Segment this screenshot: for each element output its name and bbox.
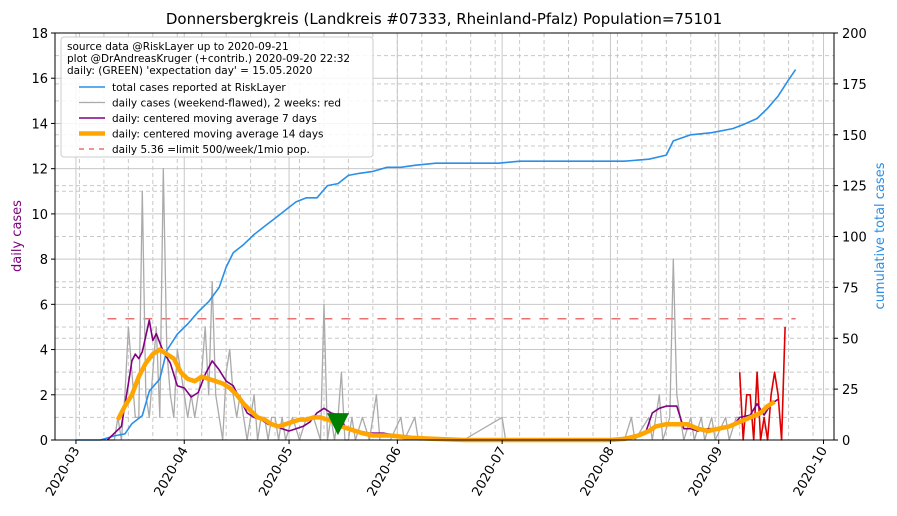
chart-title: Donnersbergkreis (Landkreis #07333, Rhei… bbox=[166, 10, 722, 28]
ylabel-right: cumulative total cases bbox=[873, 162, 888, 309]
right-tick-label-7: 175 bbox=[842, 78, 867, 93]
left-axis: 0 2 4 6 8 10 12 14 16 18 bbox=[31, 27, 55, 449]
ma14-series bbox=[115, 347, 776, 443]
ylabel-left: daily cases bbox=[10, 200, 25, 272]
legend-header-3: daily: (GREEN) 'expectation day' = 15.05… bbox=[67, 65, 312, 77]
legend-label-0: total cases reported at RiskLayer bbox=[112, 82, 286, 94]
right-tick-label-5: 125 bbox=[842, 180, 867, 195]
ma7-series bbox=[106, 319, 779, 441]
x-tick-label-5: 2020-08 bbox=[578, 445, 618, 500]
left-tick-label-9: 18 bbox=[31, 27, 48, 42]
legend-box bbox=[60, 36, 374, 158]
left-tick-label-7: 14 bbox=[31, 117, 48, 132]
expectation-marker bbox=[326, 413, 349, 436]
right-tick-label-3: 75 bbox=[842, 281, 859, 296]
left-tick-label-6: 12 bbox=[31, 163, 48, 178]
legend: source data @RiskLayer up to 2020-09-21 … bbox=[60, 36, 374, 158]
total-cases-line bbox=[76, 69, 797, 441]
left-tick-label-5: 10 bbox=[31, 208, 48, 223]
legend-header-1: source data @RiskLayer up to 2020-09-21 bbox=[67, 41, 289, 53]
expectation-marker-triangle bbox=[326, 413, 349, 436]
x-axis: 2020-03 2020-04 2020-05 2020-06 2020-07 2020-… bbox=[43, 440, 831, 499]
left-tick-label-4: 8 bbox=[40, 253, 48, 268]
ma14-line bbox=[115, 347, 776, 443]
left-tick-label-8: 16 bbox=[31, 72, 48, 87]
legend-label-3: daily: centered moving average 14 days bbox=[112, 129, 324, 141]
right-tick-label-2: 50 bbox=[842, 332, 859, 347]
left-tick-label-0: 0 bbox=[40, 434, 48, 449]
left-tick-label-1: 2 bbox=[40, 389, 48, 404]
left-tick-label-2: 4 bbox=[40, 344, 48, 359]
right-tick-label-4: 100 bbox=[842, 231, 867, 246]
x-tick-label-4: 2020-07 bbox=[469, 445, 509, 500]
right-tick-label-8: 200 bbox=[842, 27, 867, 42]
ma7-line bbox=[106, 319, 779, 441]
left-tick-label-3: 6 bbox=[40, 298, 48, 313]
legend-label-1: daily cases (weekend-flawed), 2 weeks: r… bbox=[112, 98, 341, 110]
right-tick-label-1: 25 bbox=[842, 383, 859, 398]
x-tick-label-6: 2020-09 bbox=[686, 445, 726, 500]
x-tick-label-0: 2020-03 bbox=[43, 445, 83, 500]
legend-label-2: daily: centered moving average 7 days bbox=[112, 113, 317, 125]
total-cases-series bbox=[76, 69, 797, 441]
legend-header-2: plot @DrAndreasKruger (+contrib.) 2020-0… bbox=[67, 53, 350, 65]
x-tick-label-2: 2020-05 bbox=[256, 445, 296, 500]
daily-cases-recent-line bbox=[738, 326, 786, 441]
right-tick-label-6: 150 bbox=[842, 129, 867, 144]
right-axis: 0 25 50 75 100 125 150 175 200 bbox=[834, 27, 867, 449]
x-tick-label-7: 2020-10 bbox=[791, 445, 831, 500]
right-tick-label-0: 0 bbox=[842, 434, 850, 449]
legend-label-4: daily 5.36 =limit 500/week/1mio pop. bbox=[112, 144, 310, 156]
x-tick-label-1: 2020-04 bbox=[152, 445, 192, 500]
x-tick-label-3: 2020-06 bbox=[365, 445, 405, 500]
